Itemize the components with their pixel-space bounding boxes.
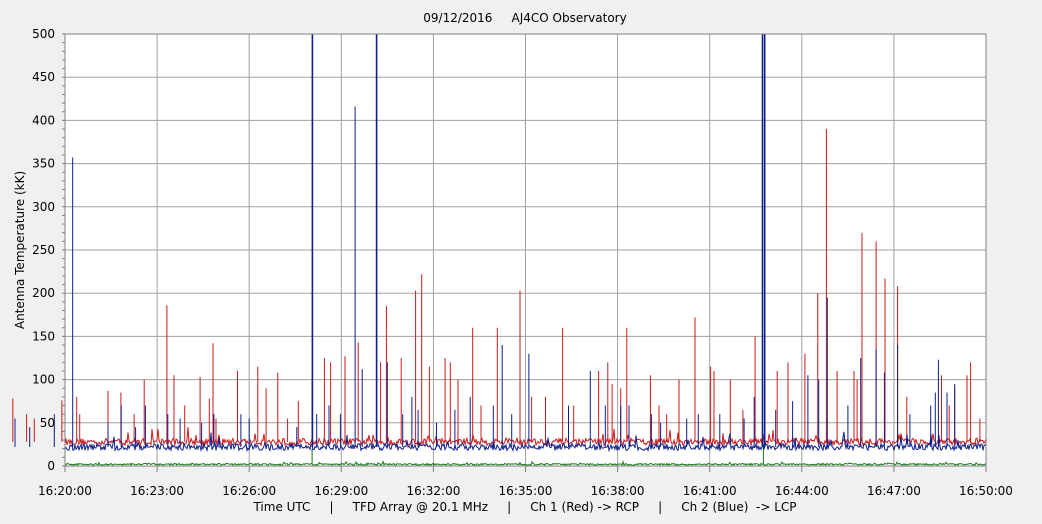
y-tick-label: 350 bbox=[32, 157, 55, 171]
x-tick-label: 16:26:00 bbox=[222, 484, 276, 498]
x-tick-label: 16:41:00 bbox=[683, 484, 737, 498]
x-tick-label: 16:20:00 bbox=[38, 484, 92, 498]
x-tick-label: 16:32:00 bbox=[406, 484, 460, 498]
chart-title: 09/12/2016 AJ4CO Observatory bbox=[423, 11, 626, 25]
plot-border bbox=[64, 33, 987, 467]
series-baseline bbox=[64, 431, 987, 453]
y-tick-label: 100 bbox=[32, 373, 55, 387]
x-tick-label: 16:23:00 bbox=[130, 484, 184, 498]
y-tick-label: 450 bbox=[32, 70, 55, 84]
x-tick-label: 16:44:00 bbox=[775, 484, 829, 498]
x-tick-label: 16:47:00 bbox=[867, 484, 921, 498]
series-1 bbox=[14, 34, 987, 453]
x-axis-label: Time UTC | TFD Array @ 20.1 MHz | Ch 1 (… bbox=[252, 500, 796, 514]
series-0 bbox=[12, 129, 987, 448]
y-tick-label: 300 bbox=[32, 200, 55, 214]
y-tick-label: 400 bbox=[32, 113, 55, 127]
series-group bbox=[12, 34, 987, 467]
y-axis-label: Antenna Temperature (kK) bbox=[13, 171, 27, 329]
x-tick-label: 16:29:00 bbox=[314, 484, 368, 498]
x-tick-label: 16:50:00 bbox=[959, 484, 1013, 498]
x-tick-label: 16:35:00 bbox=[499, 484, 553, 498]
y-tick-label: 200 bbox=[32, 286, 55, 300]
y-tick-label: 150 bbox=[32, 329, 55, 343]
series-baseline bbox=[64, 427, 987, 448]
y-tick-label: 50 bbox=[40, 416, 55, 430]
series-baseline bbox=[65, 460, 987, 467]
x-tick-labels: 16:20:00 16:23:00 16:26:00 16:29:00 16:32:00… bbox=[38, 484, 1013, 498]
y-tick-label: 500 bbox=[32, 27, 55, 41]
y-tick-label: 0 bbox=[47, 459, 55, 473]
x-tick-label: 16:38:00 bbox=[591, 484, 645, 498]
y-tick-labels: 0 50 100 150 200 250 300 350 400 450 500 bbox=[32, 27, 55, 473]
y-tick-label: 250 bbox=[32, 243, 55, 257]
